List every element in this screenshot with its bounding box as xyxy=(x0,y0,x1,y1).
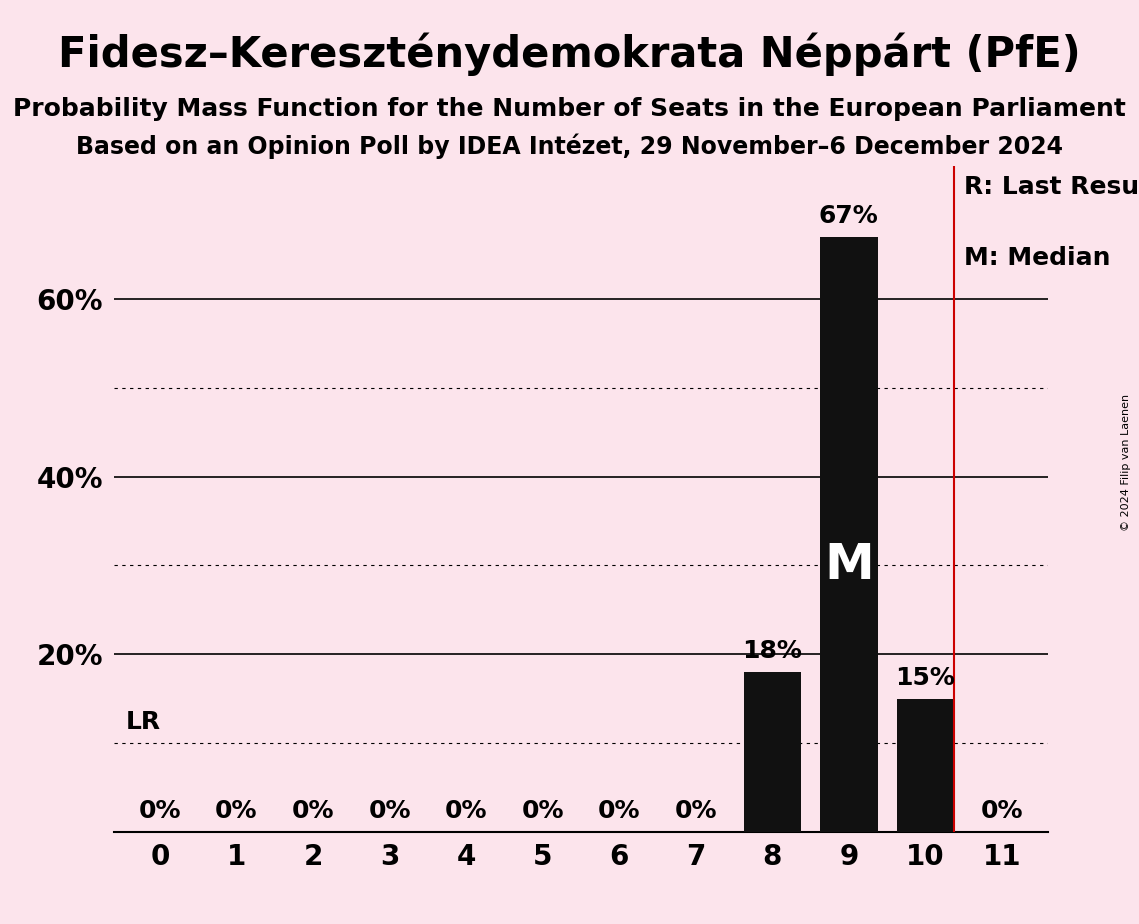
Text: Based on an Opinion Poll by IDEA Intézet, 29 November–6 December 2024: Based on an Opinion Poll by IDEA Intézet… xyxy=(76,134,1063,160)
Bar xyxy=(820,237,877,832)
Text: 0%: 0% xyxy=(445,798,487,822)
Text: 0%: 0% xyxy=(215,798,257,822)
Text: 0%: 0% xyxy=(139,798,181,822)
Text: M: M xyxy=(823,541,874,590)
Text: M: Median: M: Median xyxy=(964,246,1111,270)
Text: Probability Mass Function for the Number of Seats in the European Parliament: Probability Mass Function for the Number… xyxy=(13,97,1126,121)
Bar xyxy=(744,672,801,832)
Text: Fidesz–Kereszténydemokrata Néppárt (PfE): Fidesz–Kereszténydemokrata Néppárt (PfE) xyxy=(58,32,1081,76)
Text: 0%: 0% xyxy=(292,798,334,822)
Text: 0%: 0% xyxy=(981,798,1023,822)
Text: 0%: 0% xyxy=(368,798,411,822)
Text: 15%: 15% xyxy=(895,665,956,689)
Text: LR: LR xyxy=(125,710,161,734)
Text: 0%: 0% xyxy=(674,798,716,822)
Text: © 2024 Filip van Laenen: © 2024 Filip van Laenen xyxy=(1121,394,1131,530)
Text: 0%: 0% xyxy=(522,798,564,822)
Text: 18%: 18% xyxy=(743,639,802,663)
Text: 0%: 0% xyxy=(598,798,640,822)
Bar xyxy=(896,699,954,832)
Text: 67%: 67% xyxy=(819,204,878,228)
Text: R: Last Result: R: Last Result xyxy=(964,176,1139,200)
